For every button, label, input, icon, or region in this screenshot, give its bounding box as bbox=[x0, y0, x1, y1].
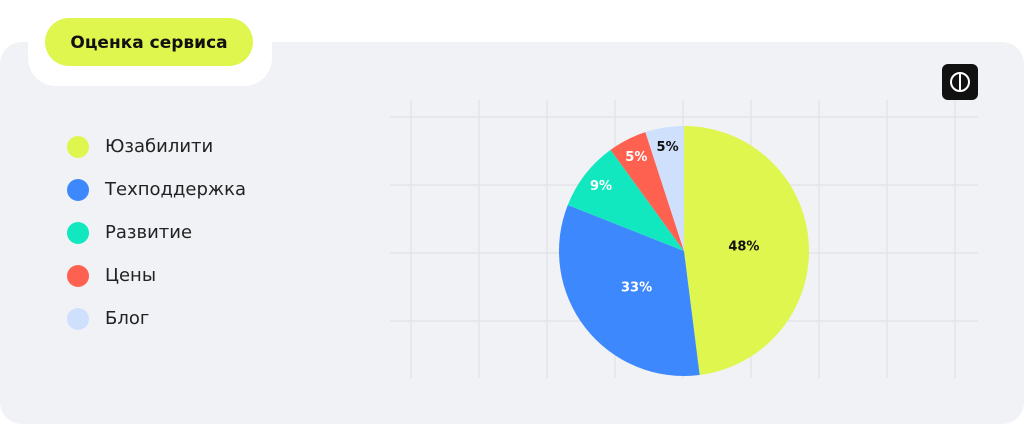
legend-label: Техподдержка bbox=[104, 179, 246, 200]
pie-slice bbox=[610, 132, 684, 251]
pie-slice bbox=[559, 204, 700, 376]
slice-label: 5% bbox=[657, 140, 679, 155]
legend-label: Юзабилити bbox=[105, 136, 213, 157]
slice-label: 5% bbox=[625, 150, 647, 165]
legend-swatch bbox=[67, 136, 89, 158]
title-pill bbox=[45, 18, 253, 66]
legend-swatch bbox=[67, 179, 89, 201]
pie-slice bbox=[567, 149, 684, 251]
chart-title: Оценка сервиса bbox=[70, 33, 227, 53]
chart-type-button[interactable] bbox=[942, 64, 978, 100]
legend-swatch bbox=[67, 265, 89, 287]
legend-label: Развитие bbox=[105, 222, 192, 243]
slice-label: 33% bbox=[621, 280, 652, 295]
legend-label: Блог bbox=[105, 308, 149, 329]
legend-label: Цены bbox=[105, 265, 156, 286]
legend-swatch bbox=[67, 308, 89, 330]
pie-slice bbox=[645, 126, 684, 251]
pie-slice bbox=[684, 126, 810, 376]
slice-label: 9% bbox=[590, 179, 612, 194]
slice-label: 48% bbox=[728, 240, 759, 255]
legend-swatch bbox=[67, 222, 89, 244]
